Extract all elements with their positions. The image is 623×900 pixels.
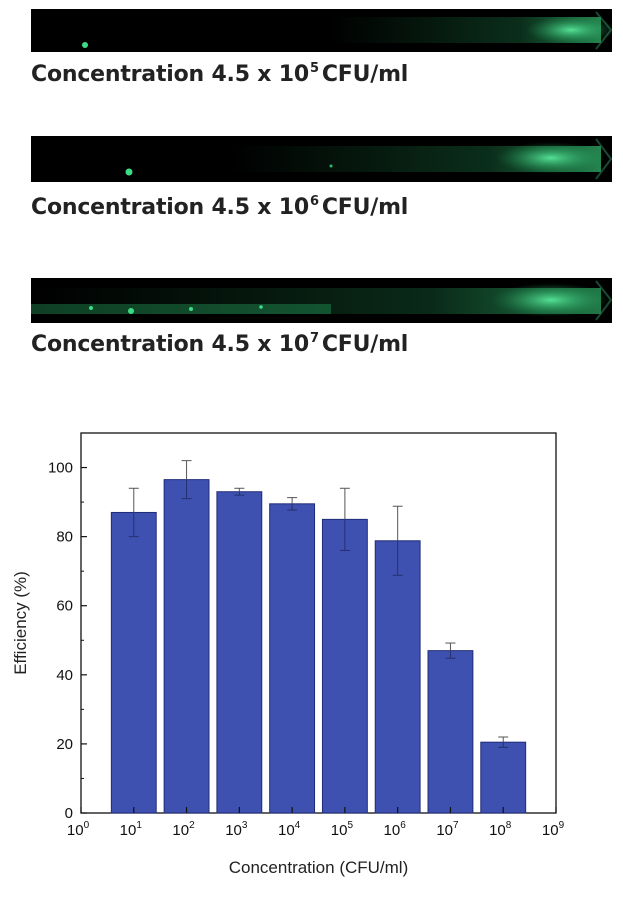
bar-0	[110, 511, 157, 814]
plot-frame	[80, 432, 557, 814]
y-axis-title: Efficiency (%)	[11, 571, 30, 675]
x-tick-label-4: 104	[278, 820, 301, 839]
x-tick-label-7: 107	[436, 820, 459, 839]
bar-4	[321, 518, 368, 814]
bar-6	[427, 650, 474, 814]
bar-3	[269, 503, 316, 814]
x-tick-label-3: 103	[225, 820, 248, 839]
panel-caption-1: Concentration 4.5 x 105 CFU/ml	[31, 61, 409, 87]
bar-5	[374, 540, 421, 814]
fluorescence-image-2	[125, 138, 612, 180]
x-axis-title: Concentration (CFU/ml)	[229, 858, 409, 877]
microscopy-panel-3	[31, 278, 612, 323]
fluorescence-image-1	[82, 11, 612, 50]
bar-7	[480, 741, 527, 814]
y-tick-label-0: 0	[65, 805, 73, 822]
x-tick-label-6: 106	[384, 820, 407, 839]
x-tick-label-5: 105	[331, 820, 354, 839]
y-tick-label-2: 40	[56, 667, 73, 684]
fluorescence-image-3	[31, 280, 612, 321]
microscopy-panel-1	[31, 9, 612, 52]
y-tick-label-4: 80	[56, 529, 73, 546]
x-tick-label-1: 101	[120, 820, 143, 839]
microscopy-panel-2	[31, 136, 612, 182]
y-tick-label-1: 20	[56, 736, 73, 753]
bar-1	[163, 479, 210, 814]
panel-caption-2: Concentration 4.5 x 106 CFU/ml	[31, 194, 409, 220]
efficiency-bar-chart: 0 20 40 60 80 100 100 101 102 103 104 105 106 107 108 1…	[11, 432, 565, 877]
y-tick-label-5: 100	[48, 460, 73, 477]
x-tick-label-9: 109	[542, 820, 565, 839]
panel-caption-3: Concentration 4.5 x 107 CFU/ml	[31, 331, 409, 357]
plot-area: 0 20 40 60 80 100 100 101 102 103 104 105 106 107 108 1…	[48, 432, 565, 839]
y-tick-label-3: 60	[56, 598, 73, 615]
x-tick-label-2: 102	[172, 820, 195, 839]
x-tick-label-8: 108	[489, 820, 512, 839]
x-tick-label-0: 100	[67, 820, 90, 839]
bar-2	[216, 491, 263, 814]
